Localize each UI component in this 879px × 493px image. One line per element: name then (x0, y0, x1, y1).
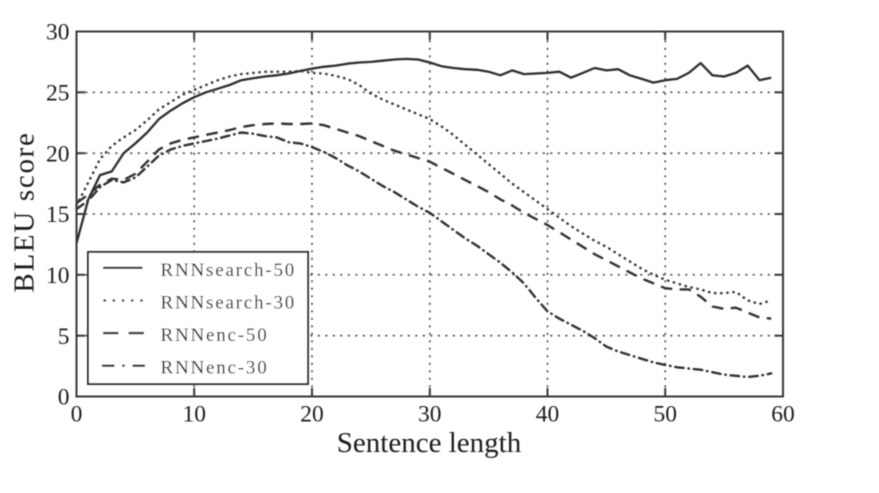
svg-text:30: 30 (46, 20, 70, 46)
svg-text:RNNsearch-50: RNNsearch-50 (161, 260, 297, 281)
svg-text:Sentence length: Sentence length (337, 427, 522, 459)
svg-text:0: 0 (58, 385, 70, 411)
svg-text:20: 20 (300, 402, 324, 428)
svg-text:RNNenc-30: RNNenc-30 (161, 358, 269, 379)
svg-text:60: 60 (771, 402, 795, 428)
svg-text:RNNsearch-30: RNNsearch-30 (161, 293, 297, 314)
svg-text:5: 5 (58, 324, 70, 350)
svg-text:0: 0 (71, 402, 83, 428)
svg-text:BLEU score: BLEU score (9, 131, 41, 292)
svg-text:15: 15 (46, 202, 70, 228)
svg-text:40: 40 (536, 402, 560, 428)
svg-text:20: 20 (46, 141, 70, 167)
svg-text:10: 10 (46, 263, 70, 289)
svg-text:10: 10 (182, 402, 206, 428)
svg-text:25: 25 (46, 81, 70, 107)
svg-text:50: 50 (653, 402, 677, 428)
svg-text:30: 30 (418, 402, 442, 428)
svg-text:RNNenc-50: RNNenc-50 (161, 325, 269, 346)
